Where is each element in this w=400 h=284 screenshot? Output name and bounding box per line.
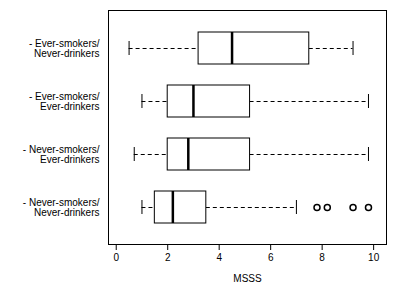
svg-text:- Ever-smokers/Never-drinkers: - Ever-smokers/Never-drinkers	[29, 38, 100, 59]
svg-text:8: 8	[319, 252, 325, 263]
svg-text:6: 6	[268, 252, 274, 263]
svg-text:2: 2	[165, 252, 171, 263]
svg-text:10: 10	[368, 252, 380, 263]
svg-text:4: 4	[216, 252, 222, 263]
svg-text:- Never-smokers/Never-drinkers: - Never-smokers/Never-drinkers	[23, 197, 100, 218]
svg-text:MSSS: MSSS	[233, 273, 262, 284]
svg-text:0: 0	[113, 252, 119, 263]
svg-text:- Ever-smokers/Ever-drinkers: - Ever-smokers/Ever-drinkers	[29, 91, 100, 112]
svg-text:- Never-smokers/Ever-drinkers: - Never-smokers/Ever-drinkers	[23, 144, 100, 165]
